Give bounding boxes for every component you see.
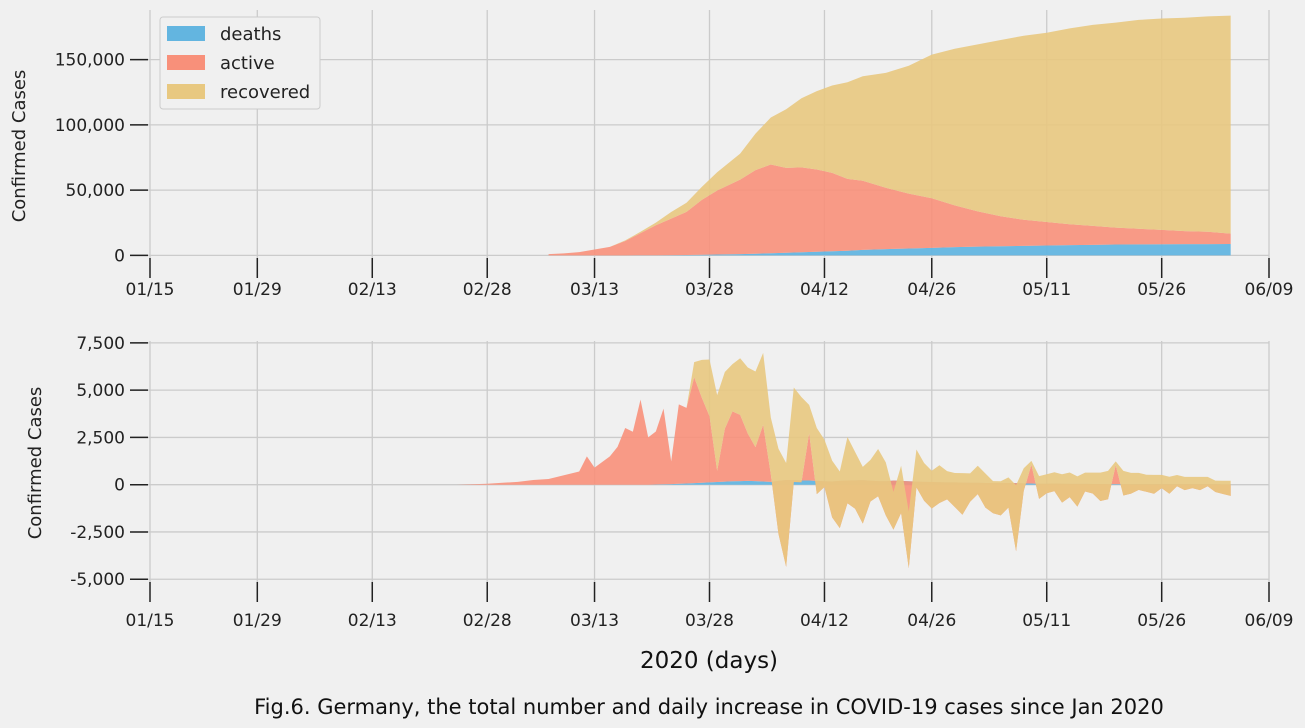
- x-axis-ticks: 01/15 01/29 02/13 02/28 03/13 03/28 04/12 04/26…: [126, 258, 1294, 300]
- y-axis-ticks: -5,000 -2,500 0 2,500 5,000 7,500: [70, 334, 148, 590]
- x-tick-label: 02/28: [463, 280, 512, 300]
- y-tick-label: 50,000: [66, 181, 125, 201]
- x-tick-label: 04/26: [907, 611, 956, 631]
- x-tick-label: 02/28: [463, 611, 512, 631]
- legend-swatch-recovered: [167, 84, 205, 99]
- y-axis-label: Confirmed Cases: [25, 387, 46, 540]
- chart-total-cases: 0 50,000 100,000 150,000 01/15 01/29 02/13 02/…: [9, 10, 1294, 300]
- x-tick-label: 04/12: [800, 280, 849, 300]
- x-tick-label: 02/13: [348, 611, 397, 631]
- stacked-areas: [402, 352, 1231, 569]
- y-tick-label: 100,000: [55, 116, 125, 136]
- x-tick-label: 04/26: [907, 280, 956, 300]
- x-tick-label: 03/13: [570, 611, 619, 631]
- x-tick-label: 03/28: [685, 280, 734, 300]
- area-recovered: [548, 15, 1231, 255]
- area-recovered: [402, 352, 1231, 569]
- area-deaths: [548, 244, 1231, 256]
- x-tick-label: 01/29: [233, 280, 282, 300]
- x-tick-label: 03/28: [685, 611, 734, 631]
- x-tick-label: 06/09: [1245, 280, 1294, 300]
- y-tick-label: -5,000: [70, 570, 125, 590]
- y-axis-label: Confirmed Cases: [9, 70, 30, 223]
- legend-label-recovered: recovered: [220, 82, 310, 103]
- x-tick-label: 05/11: [1022, 611, 1071, 631]
- y-tick-label: 7,500: [76, 334, 125, 354]
- x-tick-label: 01/15: [126, 280, 175, 300]
- y-tick-label: 0: [114, 246, 125, 266]
- y-tick-label: 0: [114, 476, 125, 496]
- y-tick-label: 2,500: [76, 428, 125, 448]
- y-axis-ticks: 0 50,000 100,000 150,000: [55, 51, 148, 266]
- area-active: [548, 164, 1231, 256]
- x-tick-label: 05/26: [1137, 611, 1186, 631]
- stacked-areas: [548, 15, 1231, 256]
- x-tick-label: 03/13: [570, 280, 619, 300]
- x-tick-label: 01/15: [126, 611, 175, 631]
- legend-swatch-active: [167, 55, 205, 70]
- x-tick-label: 05/11: [1022, 280, 1071, 300]
- x-tick-label: 02/13: [348, 280, 397, 300]
- legend-label-deaths: deaths: [220, 24, 281, 45]
- figure-caption: Fig.6. Germany, the total number and dai…: [254, 695, 1164, 719]
- legend-label-active: active: [220, 53, 275, 74]
- legend: deaths active recovered: [159, 16, 321, 110]
- legend-swatch-deaths: [167, 26, 205, 41]
- y-tick-label: -2,500: [70, 523, 125, 543]
- y-tick-label: 5,000: [76, 381, 125, 401]
- x-axis-ticks: 01/15 01/29 02/13 02/28 03/13 03/28 04/12 04/26…: [126, 582, 1294, 631]
- y-tick-label: 150,000: [55, 51, 125, 71]
- x-tick-label: 05/26: [1137, 280, 1186, 300]
- x-tick-label: 04/12: [800, 611, 849, 631]
- x-tick-label: 06/09: [1245, 611, 1294, 631]
- x-tick-label: 01/29: [233, 611, 282, 631]
- x-axis-title: 2020 (days): [640, 648, 778, 674]
